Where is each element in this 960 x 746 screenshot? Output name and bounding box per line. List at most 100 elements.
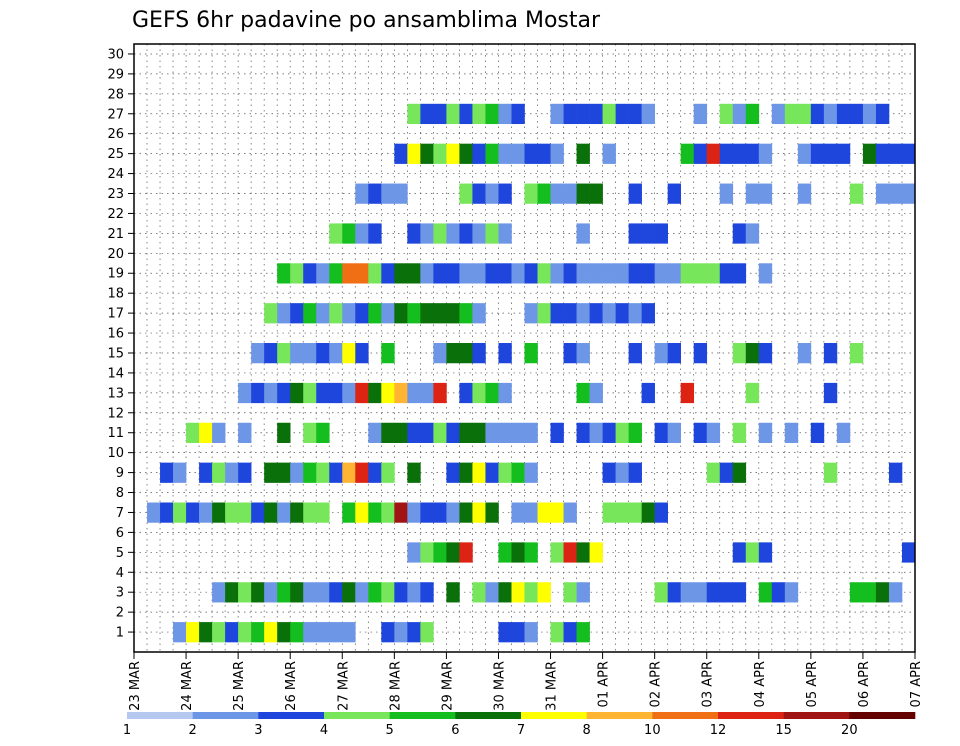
precip-cell <box>667 343 681 364</box>
precip-cell <box>823 382 838 404</box>
precip-cell <box>407 103 421 125</box>
precip-cell <box>238 582 252 603</box>
precip-cell <box>628 223 642 244</box>
precip-cell <box>771 103 786 125</box>
precip-cell <box>355 382 369 404</box>
precip-cell <box>589 382 603 404</box>
precip-cell <box>459 542 473 563</box>
precip-cell <box>368 422 382 443</box>
y-tick-label: 11 <box>107 426 124 441</box>
precip-cell <box>498 622 512 643</box>
y-tick-label: 25 <box>107 147 124 162</box>
precip-cell <box>875 143 890 164</box>
precip-cell <box>459 462 473 483</box>
precip-cell <box>446 502 460 523</box>
colorbar-segment <box>586 712 653 719</box>
precip-cell <box>355 223 369 244</box>
precip-cell <box>680 582 695 603</box>
y-tick-label: 28 <box>107 87 124 102</box>
precip-cell <box>485 143 499 164</box>
precip-cell <box>355 582 369 603</box>
precip-cell <box>524 422 538 443</box>
precip-cell <box>693 263 708 284</box>
precip-cell <box>277 422 291 443</box>
precip-cell <box>472 462 486 483</box>
precip-cell <box>823 103 838 125</box>
precip-cell <box>706 263 721 284</box>
precip-cell <box>563 303 577 324</box>
precip-cell <box>602 143 616 164</box>
colorbar-segment <box>258 712 325 719</box>
precip-cell <box>225 462 239 483</box>
y-tick-label: 22 <box>107 207 124 222</box>
precip-cell <box>563 622 577 643</box>
precip-cell <box>719 143 734 164</box>
precip-cell <box>472 382 486 404</box>
precip-cell <box>888 183 903 204</box>
colorbar-label: 7 <box>517 723 525 738</box>
colorbar-label: 12 <box>710 723 727 738</box>
precip-cell <box>199 502 213 523</box>
precip-cell <box>277 263 291 284</box>
y-tick-label: 2 <box>116 606 124 621</box>
precip-cell <box>264 303 278 324</box>
precip-cell <box>511 582 525 603</box>
precip-cell <box>719 582 734 603</box>
precip-cell <box>797 183 812 204</box>
precip-cell <box>446 223 460 244</box>
y-tick-label: 26 <box>107 127 124 142</box>
precip-cell <box>758 143 773 164</box>
precip-cell <box>407 382 421 404</box>
precip-cell <box>732 582 747 603</box>
precip-cell <box>225 622 239 643</box>
precip-cell <box>264 343 278 364</box>
precip-cell <box>563 343 577 364</box>
y-tick-label: 21 <box>107 227 124 242</box>
precip-cell <box>290 263 304 284</box>
precip-cell <box>628 343 642 364</box>
precip-cell <box>563 582 577 603</box>
precip-cell <box>264 502 278 523</box>
chart-title: GEFS 6hr padavine po ansamblima Mostar <box>132 8 601 33</box>
precip-cell <box>810 103 825 125</box>
precip-cell <box>537 183 551 204</box>
precip-cell <box>251 343 265 364</box>
x-tick-label: 28 MAR <box>388 661 403 711</box>
precip-cell <box>394 502 408 523</box>
precip-cell <box>446 143 460 164</box>
precip-cell <box>680 382 695 404</box>
precip-cell <box>706 143 721 164</box>
precip-cell <box>329 622 343 643</box>
y-tick-label: 20 <box>107 247 124 262</box>
precip-cell <box>524 263 538 284</box>
precip-cell <box>524 303 538 324</box>
precip-cell <box>199 462 213 483</box>
precip-cell <box>381 343 395 364</box>
precip-cell <box>290 343 304 364</box>
precip-cell <box>576 582 590 603</box>
x-axis: 23 MAR 24 MAR 25 MAR 26 MAR 27 MAR 28 MAR 29 M… <box>128 652 924 711</box>
precip-cell <box>459 223 473 244</box>
precip-cell <box>329 462 343 483</box>
colorbar-segment <box>324 712 390 719</box>
precip-cell <box>290 622 304 643</box>
precip-cell <box>511 103 525 125</box>
precip-cell <box>394 422 408 443</box>
precip-cell <box>368 263 382 284</box>
colorbar-segment <box>455 712 522 719</box>
precip-cell <box>342 622 356 643</box>
precip-cell <box>524 622 538 643</box>
precip-cell <box>810 143 825 164</box>
precip-cell <box>706 422 721 443</box>
precip-cell <box>576 263 590 284</box>
precip-cell <box>680 143 695 164</box>
precip-cell <box>316 622 330 643</box>
precip-cell <box>732 263 747 284</box>
y-tick-label: 19 <box>107 267 124 282</box>
y-tick-label: 7 <box>116 506 124 521</box>
precip-cell <box>615 462 629 483</box>
colorbar-label: 4 <box>320 723 328 738</box>
precip-cell <box>394 303 408 324</box>
x-tick-label: 04 APR <box>753 661 768 707</box>
